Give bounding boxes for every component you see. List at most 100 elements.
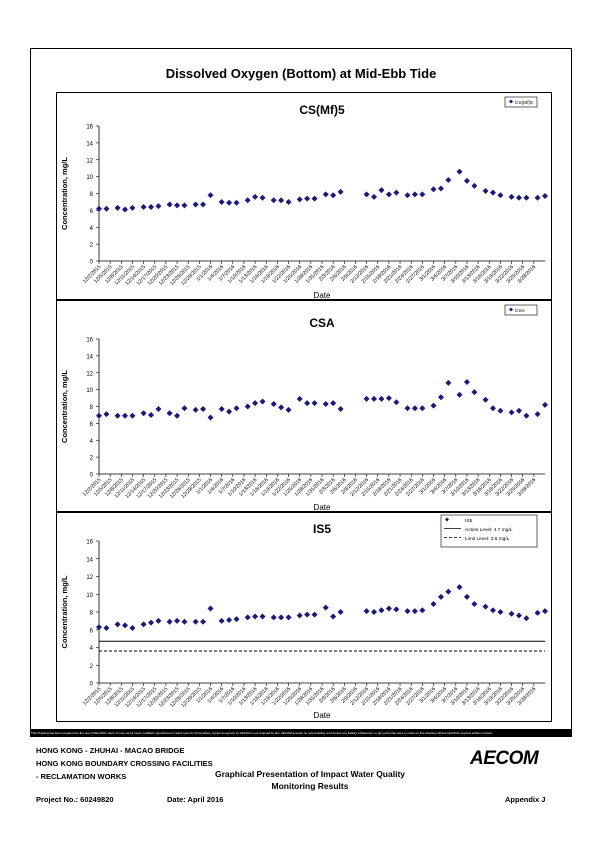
data-point (285, 614, 292, 621)
data-point (252, 193, 259, 200)
data-point (508, 610, 515, 617)
data-point (311, 400, 318, 407)
y-tick-label: 4 (90, 226, 94, 232)
data-point (278, 197, 285, 204)
chart-title: CS(Mf)5 (299, 103, 345, 117)
y-tick-label: 6 (90, 628, 94, 634)
legend-box (504, 304, 538, 316)
footer-title-line1: Graphical Presentation of Impact Water Q… (214, 769, 406, 779)
legend-label: CSA (515, 308, 526, 314)
data-point (103, 624, 110, 631)
y-tick-label: 16 (86, 338, 93, 344)
data-point (430, 402, 437, 409)
data-point (437, 185, 444, 192)
data-point (218, 198, 225, 205)
data-point (166, 410, 173, 417)
data-point (129, 624, 136, 631)
legend-box (504, 96, 538, 108)
data-point (515, 194, 522, 201)
chart-title: IS5 (313, 522, 331, 536)
data-point (278, 614, 285, 621)
data-point (122, 622, 129, 629)
data-point (296, 395, 303, 402)
data-point (456, 391, 463, 398)
data-point (304, 195, 311, 202)
y-tick-label: 6 (90, 209, 94, 215)
data-point (174, 412, 181, 419)
data-point (437, 394, 444, 401)
data-point (148, 411, 155, 418)
data-point (259, 398, 266, 405)
data-point (489, 189, 496, 196)
data-point (322, 191, 329, 198)
data-point (96, 624, 102, 631)
data-point (148, 619, 155, 626)
legend-label: CS(Mf)5 (515, 100, 533, 106)
data-point (378, 607, 385, 614)
y-tick-label: 14 (86, 141, 93, 147)
aecom-logo: AECOM (470, 748, 539, 769)
y-tick-label: 4 (90, 439, 94, 445)
data-point (218, 406, 225, 413)
data-point (337, 609, 344, 615)
data-point (114, 621, 121, 628)
data-point (497, 407, 504, 414)
data-point (445, 588, 452, 595)
data-point (330, 192, 337, 199)
data-point (96, 205, 102, 212)
data-point (508, 193, 515, 200)
data-point (296, 196, 303, 203)
data-point (285, 198, 292, 205)
data-point (278, 404, 285, 411)
footer-project-number: Project No.: 60249820 (36, 795, 114, 804)
data-point (471, 182, 478, 189)
data-point (523, 615, 530, 622)
footer-report-title: Graphical Presentation of Impact Water Q… (200, 768, 420, 792)
data-point (103, 411, 110, 418)
data-point (226, 199, 233, 206)
y-tick-label: 14 (86, 354, 93, 360)
footer-project-line1: HONG KONG - ZHUHAI - MACAO BRIDGE (36, 746, 185, 755)
data-point (252, 400, 259, 407)
legend-marker (445, 517, 449, 522)
legend-label: Limit Level: 3.6 mg/L (465, 536, 510, 542)
data-point (244, 614, 251, 621)
data-point (129, 204, 136, 211)
data-point (489, 405, 496, 412)
y-tick-label: 10 (86, 593, 93, 599)
data-point (489, 607, 496, 614)
data-point (200, 618, 207, 625)
data-point (207, 605, 214, 612)
x-axis-label: Date (314, 711, 331, 720)
data-point (322, 400, 329, 407)
data-point (233, 616, 240, 623)
disclaimer-text: This Drawing has been prepared for the u… (31, 729, 571, 737)
data-point (200, 406, 207, 413)
data-point (393, 399, 400, 406)
data-point (419, 405, 426, 412)
y-axis-label: Concentration, mg/L (60, 157, 69, 230)
data-point (419, 191, 426, 198)
data-point (523, 194, 530, 201)
data-point (192, 201, 199, 208)
data-point (311, 195, 318, 202)
y-tick-label: 8 (90, 405, 94, 411)
data-point (482, 396, 489, 403)
legend-label: Action Level: 4.7 mg/L (465, 527, 513, 533)
y-tick-label: 12 (86, 158, 93, 164)
legend-label: IS5 (465, 518, 473, 524)
legend-box (440, 514, 538, 548)
footer-appendix: Appendix J (505, 795, 546, 804)
data-point (148, 204, 155, 210)
data-point (411, 405, 418, 412)
data-point (233, 199, 240, 206)
footer-project-line3: - RECLAMATION WORKS (36, 772, 127, 781)
data-point (508, 409, 515, 416)
data-point (534, 194, 541, 201)
data-point (252, 613, 259, 620)
y-tick-label: 4 (90, 646, 94, 652)
y-tick-label: 0 (90, 260, 94, 266)
data-point (378, 395, 385, 402)
chart-panel-is5: IS5 0 2 4 6 8 10 12 14 16 Concentration, mg/L 12/2/… (56, 512, 552, 722)
